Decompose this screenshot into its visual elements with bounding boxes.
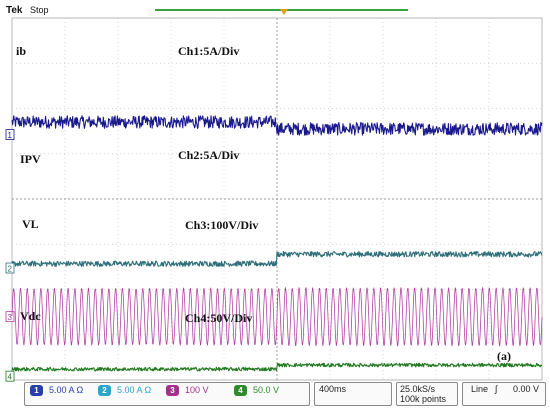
channel-badge: 4 xyxy=(234,384,247,396)
channel-badge: 1 xyxy=(30,384,43,396)
channel-name-ipv: IPV xyxy=(20,152,41,166)
trace-ib xyxy=(11,115,543,136)
ground-marker-ch2: 2 xyxy=(5,262,15,274)
trigger-level: 0.00 V xyxy=(513,384,540,394)
trigger-position-marker xyxy=(280,9,288,15)
record-length: 100k points xyxy=(400,394,447,404)
channel-scale-value: 50.0 V xyxy=(253,385,280,395)
channel-scale-value: 100 V xyxy=(185,385,209,395)
trace-vdc xyxy=(11,362,543,372)
status-channel-4: 4 50.0 V xyxy=(234,383,279,397)
sample-rate: 25.0kS/s xyxy=(400,384,436,394)
trigger-slope-icon: ∫ xyxy=(495,384,498,394)
status-channel-3: 3 100 V xyxy=(166,383,209,397)
ground-marker-label: 1 xyxy=(8,131,13,140)
channel-labels: ib Ch1:5A/Div IPV Ch2:5A/Div VL Ch3:100V/Div V… xyxy=(16,44,258,325)
ground-marker-ch3: 3 xyxy=(5,311,15,322)
channel-name-ib: ib xyxy=(16,44,26,58)
channel-name-vdc: Vdc xyxy=(20,309,41,323)
ground-marker-label: 2 xyxy=(8,265,13,274)
status-channel-1: 1 5.00 A Ω xyxy=(30,383,83,397)
channel-ground-markers: 1 2 3 4 xyxy=(5,129,15,382)
channel-name-vl: VL xyxy=(22,217,39,231)
trace-ipv xyxy=(11,250,543,267)
sampling-box: 25.0kS/s 100k points xyxy=(396,382,458,406)
channel-scale-vl: Ch3:100V/Div xyxy=(185,218,258,232)
trigger-type: Line xyxy=(471,384,489,394)
trace-vl xyxy=(11,287,543,347)
ground-marker-label: 4 xyxy=(8,373,13,382)
ground-marker-ch4: 4 xyxy=(5,370,15,382)
channel-scale-vdc: Ch4:50V/Div xyxy=(185,311,252,325)
status-channel-2: 2 5.00 A Ω xyxy=(98,383,151,397)
ground-marker-label: 3 xyxy=(8,313,13,322)
channel-scale-ipv: Ch2:5A/Div xyxy=(178,148,239,162)
ground-marker-ch1: 1 xyxy=(5,129,15,140)
tek-brand: Tek xyxy=(6,5,23,16)
status-bar: 1 5.00 A Ω 2 5.00 A Ω 3 100 V 4 50.0 V 400ms 25… xyxy=(0,378,550,413)
channel-scale-ib: Ch1:5A/Div xyxy=(178,44,239,58)
channel-badge: 2 xyxy=(98,384,111,396)
trigger-box: Line ∫ 0.00 V xyxy=(462,382,546,406)
timebase-value: 400ms xyxy=(319,384,347,394)
timebase-box: 400ms xyxy=(314,382,392,406)
panel-label: (a) xyxy=(497,349,511,363)
waveform-traces xyxy=(11,115,543,372)
acquisition-state: Stop xyxy=(30,5,49,15)
channel-scale-value: 5.00 A Ω xyxy=(117,385,152,395)
channel-badge: 3 xyxy=(166,384,179,396)
channel-scale-value: 5.00 A Ω xyxy=(49,385,84,395)
